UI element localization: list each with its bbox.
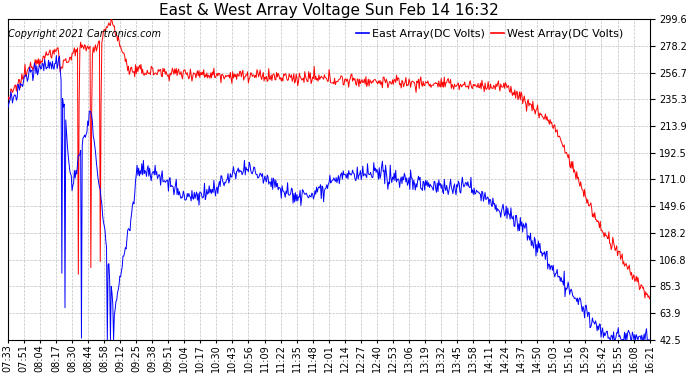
Text: Copyright 2021 Cartronics.com: Copyright 2021 Cartronics.com (8, 28, 161, 39)
Legend: East Array(DC Volts), West Array(DC Volts): East Array(DC Volts), West Array(DC Volt… (351, 24, 628, 44)
Title: East & West Array Voltage Sun Feb 14 16:32: East & West Array Voltage Sun Feb 14 16:… (159, 3, 499, 18)
